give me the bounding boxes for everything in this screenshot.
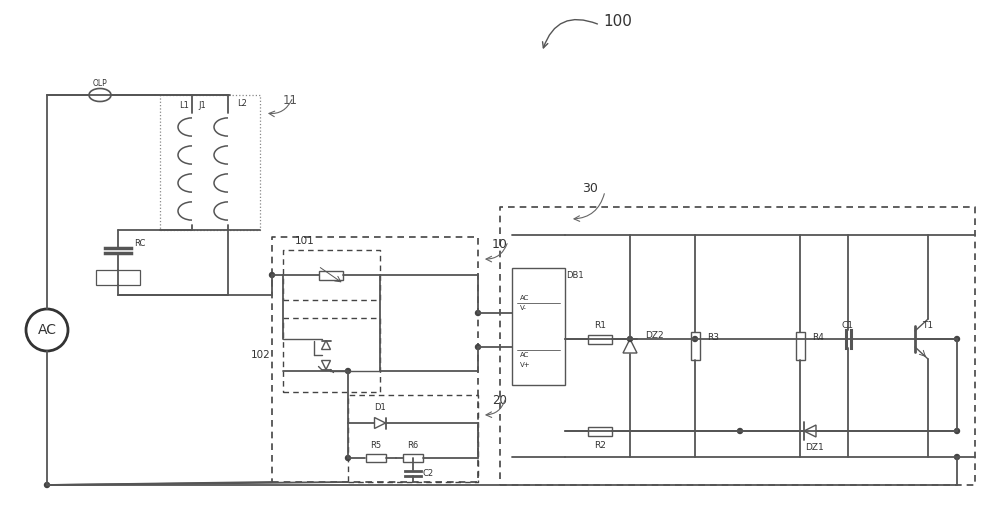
Text: 101: 101 [295,236,315,246]
Text: 10: 10 [492,239,508,252]
Text: AC: AC [38,323,56,337]
Text: L2: L2 [237,99,247,107]
Text: 11: 11 [283,93,298,106]
Bar [160,95,260,230]
Text: R1: R1 [594,321,606,330]
Bar [588,335,612,344]
Bar [96,270,140,285]
Text: T1: T1 [922,321,934,330]
Text: C1: C1 [842,321,854,330]
Circle shape [476,310,480,316]
Circle shape [954,336,960,342]
Text: R6: R6 [407,442,419,450]
Text: RC: RC [134,239,146,249]
Text: R2: R2 [594,441,606,449]
Bar [366,454,386,462]
Text: 30: 30 [582,183,598,196]
Text: V+: V+ [520,362,531,368]
Text: D1: D1 [374,403,386,412]
Bar [319,270,343,280]
Circle shape [44,483,50,487]
Polygon shape [623,339,637,353]
Circle shape [954,429,960,433]
Circle shape [26,309,68,351]
Text: C2: C2 [422,469,434,477]
Circle shape [270,272,274,278]
Text: DZ2: DZ2 [645,332,663,340]
Text: OLP: OLP [93,79,107,89]
Circle shape [954,455,960,459]
Text: AC: AC [520,295,529,301]
Polygon shape [322,340,330,349]
Text: DB1: DB1 [566,271,584,280]
Circle shape [692,336,698,342]
Text: L1: L1 [179,101,189,110]
Polygon shape [804,425,816,437]
Bar [588,427,612,435]
Circle shape [346,368,351,374]
Polygon shape [322,361,330,370]
Bar [690,332,700,360]
Bar [403,454,423,462]
Circle shape [738,429,742,433]
Text: 102: 102 [251,350,271,360]
Text: V-: V- [520,305,527,311]
Text: R4: R4 [812,334,824,343]
Text: AC: AC [520,352,529,358]
Text: 20: 20 [493,393,507,406]
Circle shape [628,336,633,342]
Bar [512,268,565,385]
Text: DZ1: DZ1 [806,443,824,452]
Polygon shape [374,417,386,429]
Text: J1: J1 [198,101,206,110]
Text: R3: R3 [707,334,719,343]
Circle shape [476,345,480,349]
Text: R5: R5 [370,442,382,450]
Text: 100: 100 [604,15,632,30]
Circle shape [346,456,351,460]
Bar [796,332,804,360]
